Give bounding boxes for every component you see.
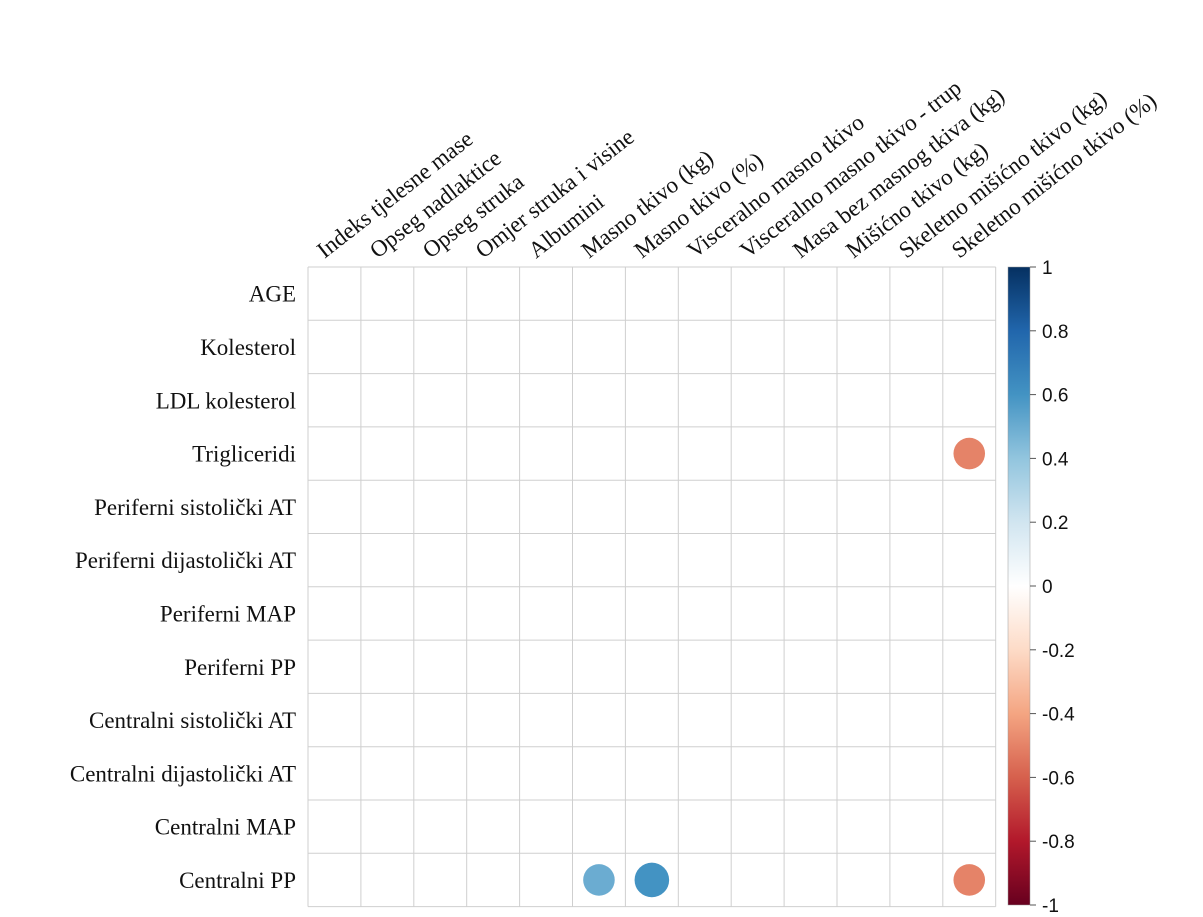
row-label: Centralni sistolički AT (89, 708, 296, 733)
legend-tick-label: 1 (1042, 258, 1053, 279)
legend-tick-label: 0.4 (1042, 449, 1069, 470)
legend-tick-label: 0 (1042, 577, 1053, 598)
legend-tick-label: 0.8 (1042, 322, 1068, 343)
row-label: Centralni PP (179, 868, 296, 893)
legend-tick-label: -1 (1042, 896, 1059, 917)
row-label: Periferni PP (184, 655, 296, 680)
legend-tick-label: -0.8 (1042, 832, 1075, 853)
row-labels: AGE Kolesterol LDL kolesterol Trigliceridi P… (70, 282, 296, 893)
legend-color-bar (1007, 266, 1031, 906)
row-label: Kolesterol (200, 335, 296, 360)
row-label: Periferni sistolički AT (94, 495, 296, 520)
correlation-cells (583, 437, 986, 898)
row-label: AGE (249, 282, 296, 307)
row-label: Periferni MAP (160, 601, 296, 626)
grid (307, 266, 997, 908)
correlation-circle (583, 864, 615, 896)
correlation-circle (634, 862, 670, 898)
legend-tick-label: -0.4 (1042, 705, 1075, 726)
row-label: Centralni dijastolički AT (70, 761, 296, 786)
legend-tick-label: 0.2 (1042, 513, 1068, 534)
legend-tick-label: 0.6 (1042, 386, 1068, 407)
legend-tick-label: -0.6 (1042, 768, 1075, 789)
row-label: Periferni dijastolički AT (75, 548, 296, 573)
row-label: Trigliceridi (192, 442, 296, 467)
row-label: Centralni MAP (155, 815, 296, 840)
correlation-circle (953, 437, 986, 470)
color-legend: 1 0.8 0.6 0.4 0.2 0 -0.2 -0.4 -0.6 -0.8 -1 (1007, 258, 1075, 917)
correlation-circle (953, 864, 986, 896)
row-label: LDL kolesterol (156, 388, 296, 413)
legend-tick-label: -0.2 (1042, 641, 1075, 662)
